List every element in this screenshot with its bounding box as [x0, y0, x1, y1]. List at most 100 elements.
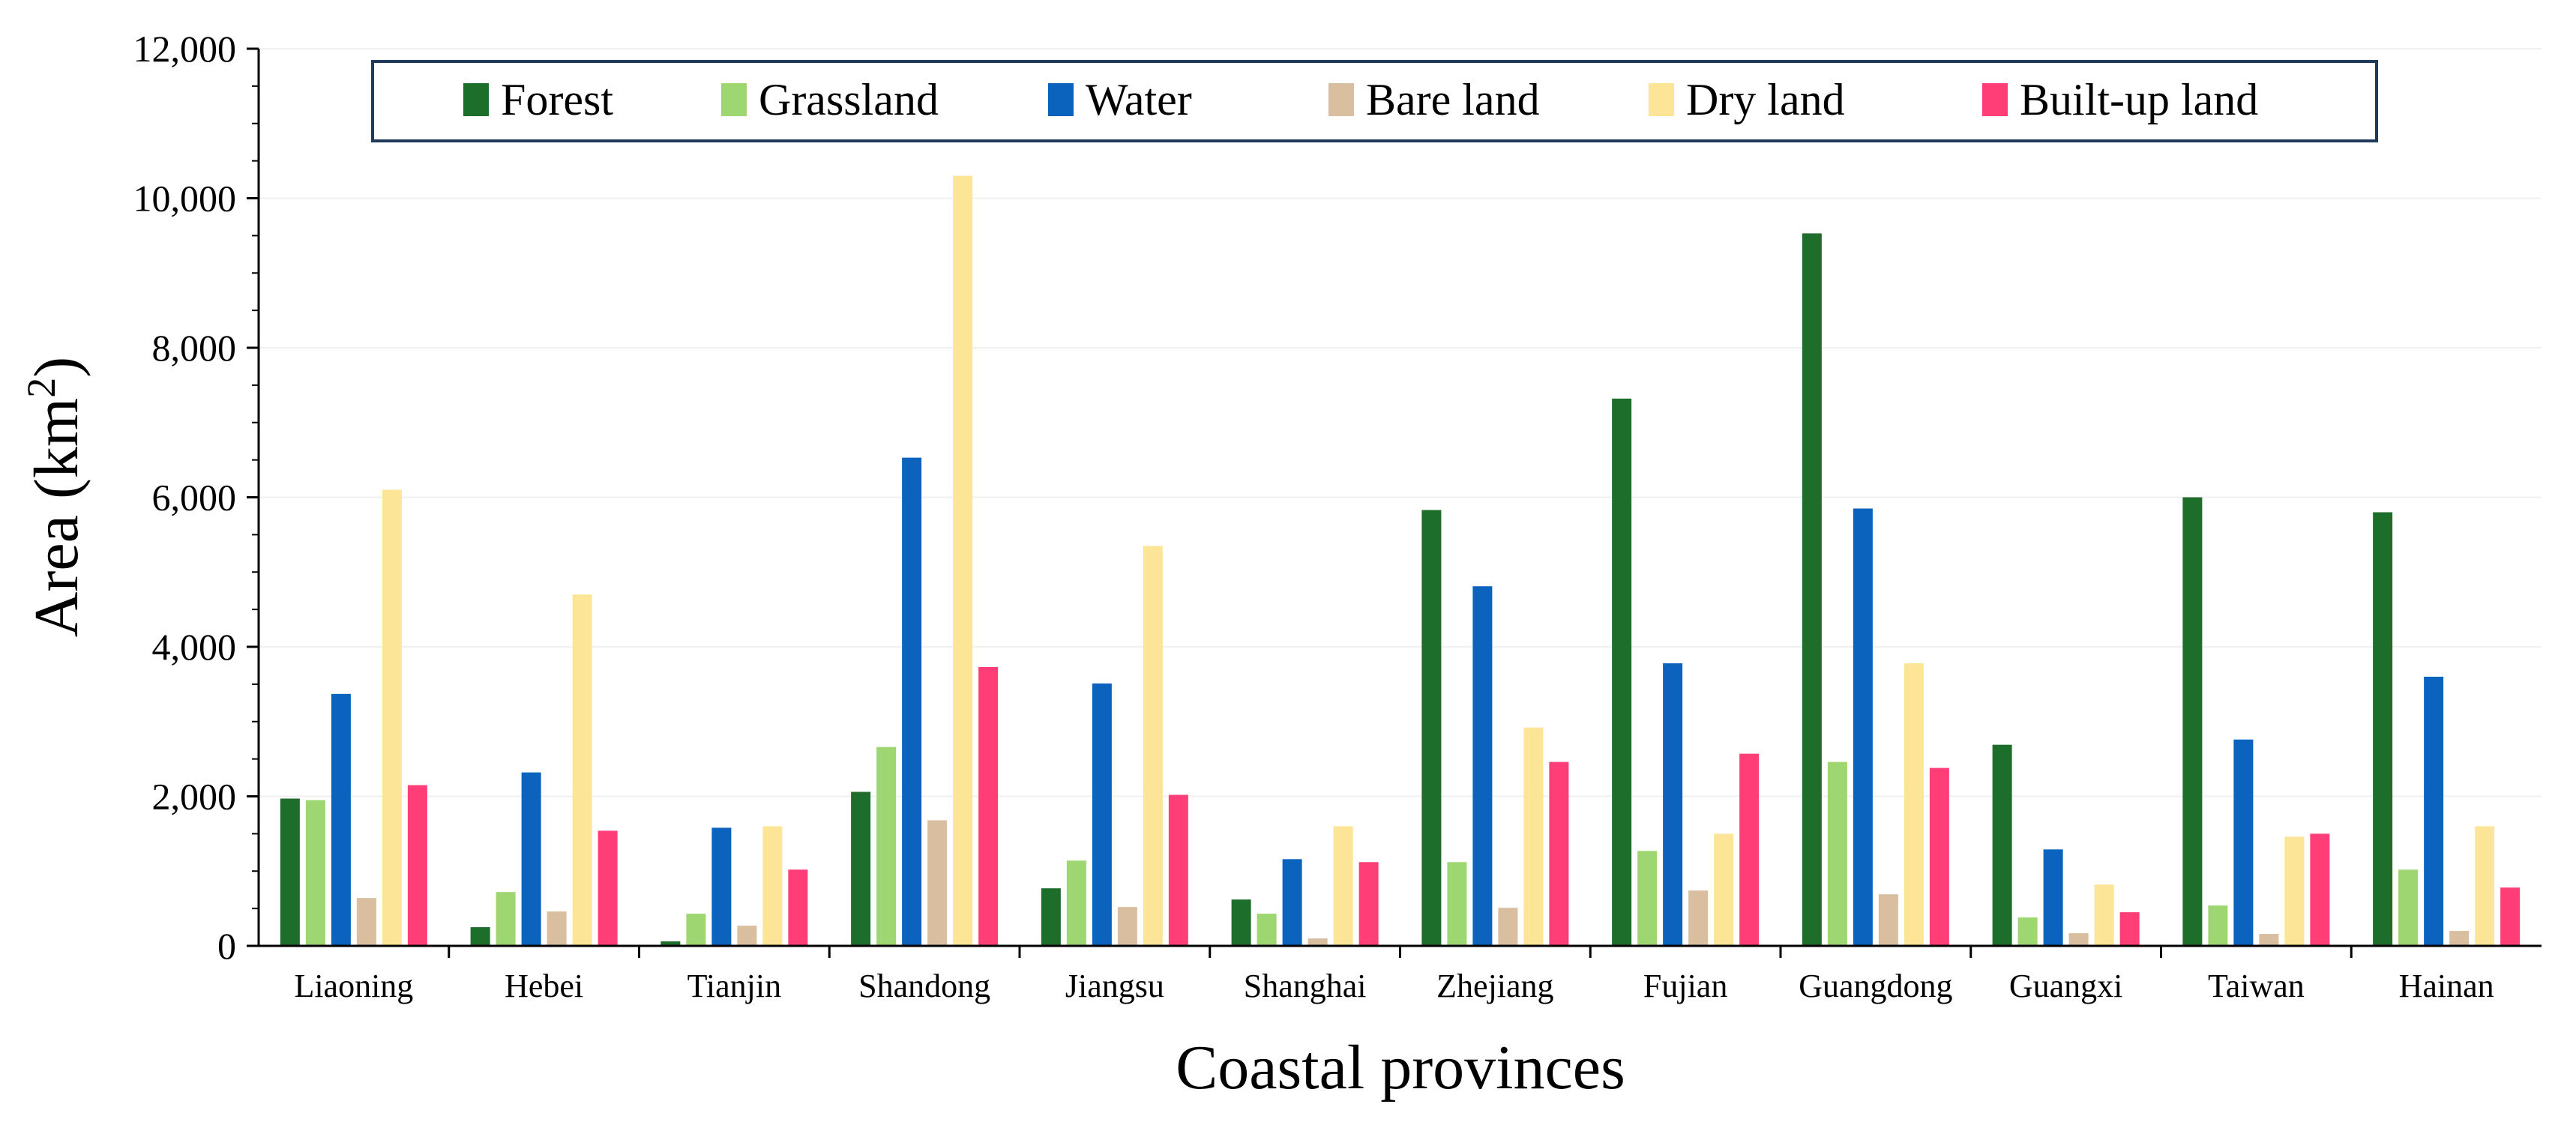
bar-grassland-shanghai [1257, 914, 1277, 946]
x-category-label: Shandong [858, 968, 990, 1004]
bar-grassland-shandong [876, 747, 897, 946]
bar-water-jiangsu [1092, 683, 1112, 946]
y-axis-title: Area (km2) [19, 357, 91, 638]
bar-dry-land-liaoning [382, 489, 402, 946]
x-category-label: Jiangsu [1065, 968, 1164, 1004]
bar-forest-hebei [470, 927, 490, 946]
bar-grassland-jiangsu [1066, 860, 1086, 946]
bar-dry-land-jiangsu [1143, 546, 1163, 946]
bar-water-tianjin [711, 827, 732, 946]
legend-swatch-forest [463, 83, 489, 116]
bar-bare-land-guangxi [2068, 933, 2089, 946]
bar-grassland-liaoning [305, 800, 325, 946]
bar-forest-shanghai [1231, 899, 1251, 946]
bar-grassland-tianjin [686, 914, 706, 946]
bars [280, 175, 2521, 947]
legend-swatch-bare-land [1328, 83, 1354, 116]
x-category-label: Hebei [505, 968, 583, 1004]
bar-grassland-zhejiang [1447, 862, 1467, 946]
bar-forest-guangdong [1802, 233, 1822, 946]
legend-label-forest: Forest [501, 75, 613, 124]
bar-dry-land-zhejiang [1523, 727, 1544, 946]
bar-forest-taiwan [2182, 497, 2203, 946]
bar-water-shandong [902, 457, 922, 946]
bar-water-shanghai [1282, 859, 1302, 946]
bar-forest-jiangsu [1041, 888, 1061, 946]
bar-dry-land-guangxi [2094, 884, 2114, 946]
bar-bare-land-fujian [1688, 890, 1709, 946]
bar-built-up-land-jiangsu [1168, 794, 1188, 946]
bar-built-up-land-liaoning [407, 785, 427, 946]
bar-water-taiwan [2233, 739, 2254, 946]
bar-bare-land-tianjin [737, 926, 757, 946]
bar-forest-zhejiang [1421, 510, 1442, 946]
legend-box [371, 60, 2378, 142]
bar-water-liaoning [331, 693, 351, 946]
bar-built-up-land-shandong [978, 666, 999, 946]
y-tick-label: 12,000 [133, 28, 237, 70]
legend-swatch-grassland [721, 83, 747, 116]
x-category-label: Tianjin [687, 968, 782, 1004]
bar-dry-land-hainan [2475, 826, 2495, 946]
y-axis-title-close: ) [22, 357, 91, 378]
bar-water-zhejiang [1472, 586, 1493, 946]
y-tick-label: 0 [217, 925, 236, 967]
x-category-label: Hainan [2399, 968, 2494, 1004]
legend-label-bare-land: Bare land [1366, 75, 1540, 124]
bar-bare-land-zhejiang [1498, 908, 1518, 946]
bar-forest-fujian [1612, 398, 1632, 946]
legend-swatch-dry-land [1649, 83, 1674, 116]
y-tick-label: 2,000 [152, 776, 237, 818]
bar-built-up-land-guangdong [1929, 767, 1949, 946]
bar-dry-land-shanghai [1333, 826, 1353, 946]
y-tick-label: 8,000 [152, 327, 237, 369]
bar-built-up-land-guangxi [2119, 912, 2140, 946]
bar-bare-land-guangdong [1878, 894, 1898, 946]
bar-built-up-land-hebei [598, 830, 618, 946]
bar-water-hebei [521, 772, 541, 946]
x-category-label: Fujian [1643, 968, 1727, 1004]
bar-water-guangxi [2043, 849, 2063, 946]
bar-grassland-guangdong [1827, 761, 1847, 946]
bar-bare-land-jiangsu [1117, 907, 1137, 946]
y-tick-label: 6,000 [152, 477, 237, 519]
legend-label-water: Water [1086, 75, 1192, 124]
x-category-label: Zhejiang [1436, 968, 1553, 1004]
bar-built-up-land-hainan [2500, 887, 2521, 946]
legend-label-grassland: Grassland [759, 75, 939, 124]
x-category-label: Guangxi [2009, 968, 2123, 1004]
legend-swatch-built-up-land [1982, 83, 2008, 116]
bar-dry-land-guangdong [1904, 663, 1924, 946]
x-category-label: Guangdong [1799, 968, 1952, 1004]
bar-grassland-guangxi [2017, 917, 2038, 946]
bar-built-up-land-fujian [1739, 753, 1760, 946]
bar-dry-land-hebei [572, 594, 592, 946]
bar-forest-shandong [851, 791, 871, 946]
bar-bare-land-hebei [547, 911, 567, 946]
bar-forest-tianjin [660, 941, 681, 946]
y-ticks: 0 2,000 4,000 6,000 8,000 10,000 12,000 [133, 28, 259, 967]
bar-built-up-land-tianjin [788, 869, 808, 946]
bar-built-up-land-zhejiang [1549, 761, 1569, 946]
y-axis-title-main: Area (km [22, 398, 91, 638]
bar-forest-liaoning [280, 798, 300, 946]
legend-label-dry-land: Dry land [1686, 75, 1845, 124]
bar-dry-land-tianjin [762, 826, 783, 946]
bar-bare-land-shanghai [1307, 938, 1328, 946]
y-axis-title-superscript: 2 [19, 378, 64, 398]
bar-built-up-land-taiwan [2310, 833, 2330, 946]
bar-water-guangdong [1853, 508, 1873, 946]
x-category-labels: Liaoning Hebei Tianjin Shandong Jiangsu Shang… [294, 946, 2494, 1004]
bar-built-up-land-shanghai [1358, 862, 1379, 946]
bar-bare-land-taiwan [2259, 934, 2279, 946]
gridlines [259, 48, 2542, 797]
bar-water-fujian [1663, 663, 1683, 946]
bar-grassland-fujian [1637, 851, 1658, 946]
bar-bare-land-shandong [927, 820, 948, 946]
bar-dry-land-shandong [953, 175, 973, 947]
x-category-label: Taiwan [2208, 968, 2305, 1004]
y-tick-label: 4,000 [152, 626, 237, 668]
bar-dry-land-fujian [1714, 833, 1734, 946]
legend-swatch-water [1048, 83, 1074, 116]
